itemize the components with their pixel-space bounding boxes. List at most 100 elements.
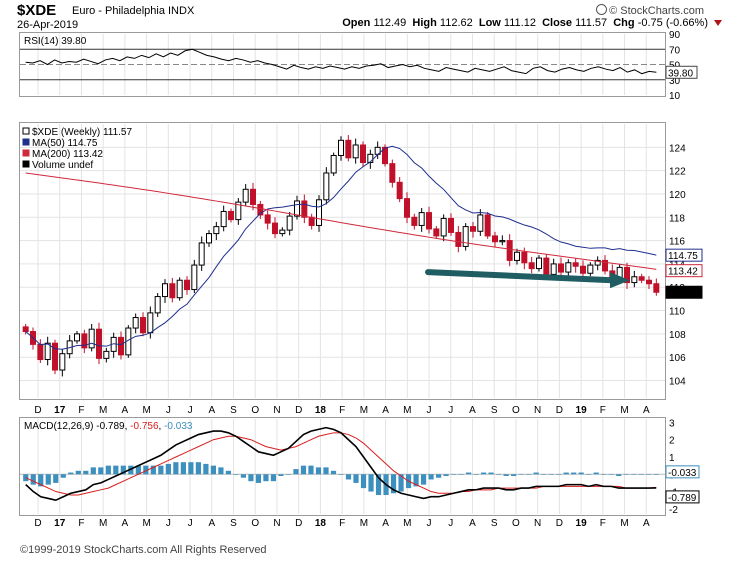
price-x-label: A bbox=[382, 405, 389, 416]
macd-x-label: A bbox=[382, 518, 389, 529]
macd-line bbox=[25, 426, 657, 502]
price-x-label: D bbox=[295, 405, 302, 416]
macd-hist-bar bbox=[541, 474, 547, 475]
rsi-y-tick: 30 bbox=[669, 76, 681, 87]
price-x-label: M bbox=[360, 405, 368, 416]
macd-last-label: -0.033 bbox=[668, 468, 697, 479]
price-legend-item: $XDE (Weekly) 111.57 bbox=[32, 127, 132, 138]
macd-hist-bar bbox=[150, 465, 156, 475]
candle-body bbox=[316, 199, 322, 226]
candle-body bbox=[257, 203, 264, 216]
macd-hist-bar bbox=[173, 462, 179, 475]
open-label: Open bbox=[342, 17, 371, 29]
copyright: ©1999-2019 StockCharts.com All Rights Re… bbox=[20, 544, 267, 556]
macd-y-tick: 2 bbox=[669, 436, 675, 447]
macd-hist-bar bbox=[481, 472, 487, 475]
macd-hist-bar bbox=[188, 462, 194, 475]
macd-x-label: J bbox=[188, 518, 193, 529]
candle-body bbox=[140, 317, 146, 334]
quote-bar: Open 112.49 High 112.62 Low 111.12 Close… bbox=[342, 17, 708, 29]
price-plot bbox=[22, 135, 660, 377]
price-legend-swatch bbox=[22, 149, 30, 157]
macd-x-label: D bbox=[34, 518, 41, 529]
macd-hist-bar bbox=[248, 474, 254, 482]
macd-hist-bar bbox=[375, 474, 382, 495]
price-y-tick: 118 bbox=[669, 213, 685, 224]
high-label: High bbox=[412, 17, 437, 29]
macd-x-label: O bbox=[512, 518, 520, 529]
macd-hist-bar bbox=[255, 474, 262, 483]
candle-body bbox=[624, 266, 630, 284]
price-x-label: N bbox=[534, 405, 541, 416]
axes: D D 17 17 F F M M A A M M J J J J A A S S O O N N D D 18 18 F F M M A A M M… bbox=[34, 30, 703, 529]
price-y-tick: 116 bbox=[669, 237, 685, 248]
price-y-tick: 122 bbox=[669, 167, 686, 178]
candle-body bbox=[477, 214, 484, 232]
price-y-tick: 110 bbox=[669, 307, 685, 318]
candle-body bbox=[206, 233, 212, 244]
macd-hist-bar bbox=[270, 474, 277, 482]
macd-hist-bar bbox=[345, 474, 352, 480]
macd-x-label: O bbox=[251, 518, 259, 529]
macd-hist-bar bbox=[60, 474, 66, 478]
rsi-legend: RSI(14) 39.80 bbox=[24, 36, 87, 47]
macd-hist-bar bbox=[225, 470, 232, 475]
price-x-label: 17 bbox=[54, 405, 66, 416]
candle-body bbox=[59, 353, 66, 371]
macd-hist-bar bbox=[368, 474, 374, 492]
candle-body bbox=[279, 229, 286, 235]
macd-legend: MACD(12,26,9) -0.789, -0.756, -0.033 bbox=[24, 421, 193, 432]
candle-body bbox=[631, 276, 638, 284]
candle-body bbox=[147, 312, 154, 334]
macd-y-tick: 3 bbox=[669, 418, 675, 429]
macd-hist-bar bbox=[315, 467, 322, 475]
macd-hist-bar bbox=[120, 465, 126, 475]
macd-hist-bar bbox=[53, 474, 59, 483]
macd-hist-bar bbox=[203, 463, 209, 475]
price-last-box bbox=[665, 248, 703, 262]
macd-x-label: N bbox=[534, 518, 541, 529]
price-x-label: M bbox=[142, 405, 150, 416]
candle-body bbox=[103, 350, 110, 359]
price-x-label: D bbox=[556, 405, 563, 416]
macd-hist-bar bbox=[278, 474, 284, 476]
macd-x-label: M bbox=[403, 518, 411, 529]
macd-hist-bar bbox=[563, 472, 569, 475]
candle-body bbox=[191, 264, 198, 291]
price-y-tick: 120 bbox=[669, 190, 686, 201]
macd-hist-bar bbox=[601, 474, 607, 475]
candle-body bbox=[470, 226, 476, 232]
candle-body bbox=[154, 296, 161, 314]
macd-hist-bar bbox=[586, 474, 592, 475]
macd-x-label: M bbox=[99, 518, 107, 529]
macd-hist-bar bbox=[98, 467, 104, 475]
macd-x-label: A bbox=[469, 518, 476, 529]
macd-last-label: -0.789 bbox=[668, 493, 697, 504]
price-x-label: F bbox=[78, 405, 84, 416]
price-x-label: N bbox=[273, 405, 280, 416]
brand-link[interactable]: © StockCharts.com bbox=[596, 4, 704, 17]
macd-hist-bar bbox=[263, 474, 269, 482]
macd-hist-bar bbox=[653, 474, 659, 475]
candle-body bbox=[345, 139, 352, 159]
candle-body bbox=[433, 228, 440, 237]
macd-x-label: J bbox=[448, 518, 453, 529]
candle-body bbox=[418, 212, 425, 226]
macd-x-label: 17 bbox=[54, 518, 66, 529]
candle-body bbox=[330, 154, 337, 174]
price-x-label: S bbox=[491, 405, 498, 416]
macd-hist-bar bbox=[210, 465, 216, 475]
price-x-label: A bbox=[122, 405, 129, 416]
macd-hist-bar bbox=[323, 467, 329, 475]
candle-body bbox=[411, 216, 418, 226]
macd-x-label: F bbox=[78, 518, 84, 529]
macd-hist-bar bbox=[165, 463, 171, 475]
candle-body bbox=[228, 210, 234, 221]
candle-body bbox=[352, 144, 359, 159]
macd-x-label: 18 bbox=[315, 518, 327, 529]
price-y-tick: 108 bbox=[669, 330, 686, 341]
macd-hist-bar bbox=[435, 474, 442, 478]
price-last-box bbox=[665, 264, 703, 278]
candle-body bbox=[235, 201, 242, 221]
